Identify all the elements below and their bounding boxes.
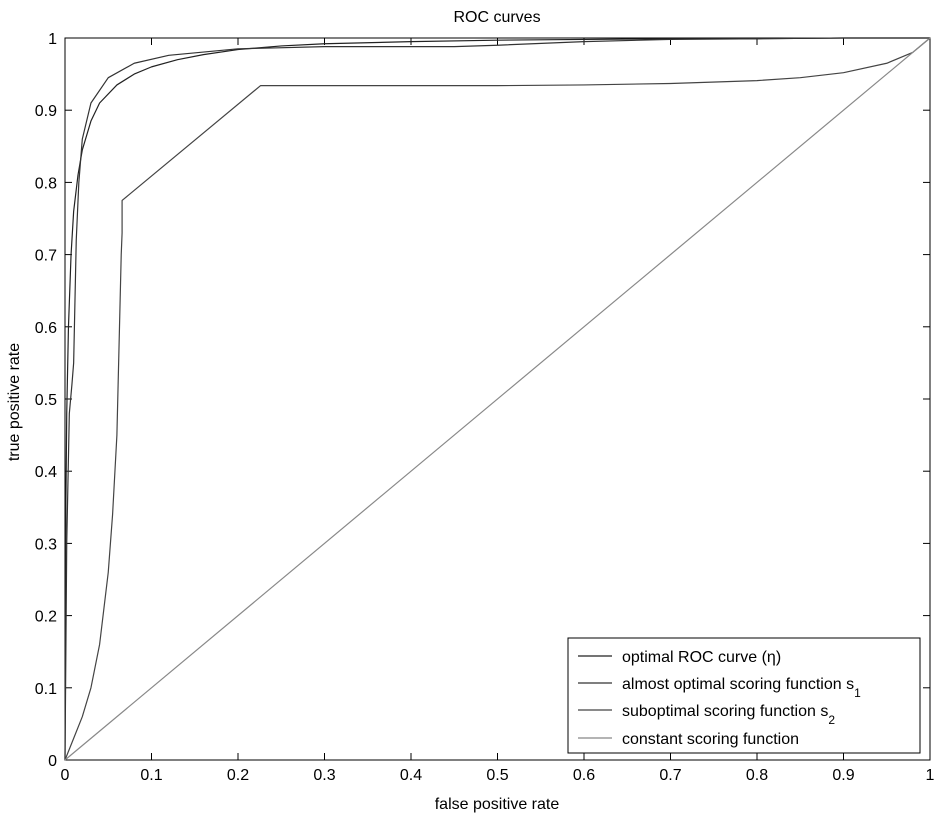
almost-optimal-scoring-line-line xyxy=(64,37,930,761)
y-tick-label: 0.2 xyxy=(35,609,57,626)
x-tick-label: 0.3 xyxy=(313,767,335,784)
x-tick-label: 0.7 xyxy=(659,767,681,784)
chart-title: ROC curves xyxy=(453,9,540,26)
suboptimal-scoring-line-line xyxy=(64,37,931,761)
series-lines xyxy=(64,37,931,761)
y-tick-label: 0 xyxy=(48,753,57,770)
x-tick-label: 0.6 xyxy=(573,767,595,784)
legend-label-subscript: 1 xyxy=(854,686,861,700)
legend-box xyxy=(567,637,921,754)
x-tick-label: 1 xyxy=(926,767,934,784)
y-tick-label: 0.1 xyxy=(35,681,57,698)
legend: optimal ROC curve (η) almost optimal scor… xyxy=(567,637,921,754)
x-tick-label: 0.2 xyxy=(227,767,249,784)
y-tick-label: 0.7 xyxy=(35,248,57,265)
y-axis-label: true positive rate xyxy=(6,343,23,461)
constant-scoring-line-line xyxy=(64,37,931,761)
legend-label-subscript: 2 xyxy=(828,713,835,727)
legend-label-main: almost optimal scoring function s xyxy=(622,676,854,693)
x-axis: 0 0.1 0.2 0.3 0.4 0.5 0.6 0.7 0.8 0.9 1 xyxy=(61,38,934,784)
x-tick-label: 0.5 xyxy=(486,767,508,784)
x-tick-label: 0 xyxy=(61,767,70,784)
optimal-roc-curve-line xyxy=(64,37,930,761)
y-tick-label: 0.5 xyxy=(35,392,57,409)
x-tick-label: 0.9 xyxy=(832,767,854,784)
legend-label: optimal ROC curve (η) xyxy=(622,649,781,666)
x-tick-label: 0.8 xyxy=(746,767,768,784)
y-tick-label: 0.6 xyxy=(35,320,57,337)
x-tick-label: 0.4 xyxy=(400,767,422,784)
y-axis: 0 0.1 0.2 0.3 0.4 0.5 0.6 0.7 0.8 0.9 1 xyxy=(35,31,930,770)
legend-label: almost optimal scoring function s1 xyxy=(622,676,861,700)
y-tick-label: 0.8 xyxy=(35,175,57,192)
y-tick-label: 0.4 xyxy=(35,464,57,481)
x-tick-label: 0.1 xyxy=(140,767,162,784)
legend-label: suboptimal scoring function s2 xyxy=(622,703,835,727)
y-tick-label: 0.3 xyxy=(35,536,57,553)
legend-label-main: suboptimal scoring function s xyxy=(622,703,828,720)
y-tick-label: 1 xyxy=(48,31,57,48)
y-tick-label: 0.9 xyxy=(35,103,57,120)
legend-label: constant scoring function xyxy=(622,731,799,748)
x-axis-label: false positive rate xyxy=(435,796,560,813)
